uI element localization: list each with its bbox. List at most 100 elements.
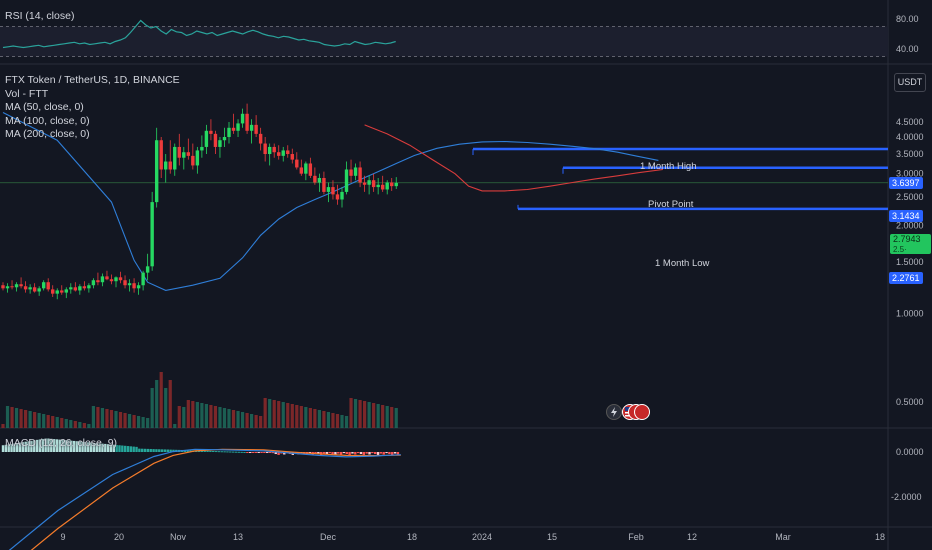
volume-bar: [376, 404, 380, 428]
macd-histogram-bar: [351, 452, 354, 454]
macd-histogram-bar: [123, 445, 127, 452]
macd-histogram-bar: [169, 449, 172, 452]
macd-histogram-bar: [266, 452, 269, 453]
macd-histogram-bar: [138, 448, 141, 452]
candle-body: [23, 286, 28, 290]
volume-legend[interactable]: Vol - FTT: [5, 87, 49, 100]
macd-histogram-bar: [135, 446, 138, 452]
volume-bar: [100, 408, 105, 428]
candle-body: [186, 152, 191, 156]
candle-body: [191, 155, 195, 166]
volume-bar: [19, 409, 23, 428]
macd-histogram-bar: [354, 452, 357, 455]
volume-bar: [91, 406, 95, 428]
macd-histogram-bar: [260, 452, 263, 453]
macd-histogram-bar: [30, 440, 33, 452]
macd-histogram-bar: [231, 451, 235, 453]
volume-bar: [286, 403, 290, 428]
volume-bar: [159, 372, 163, 428]
volume-bar: [186, 400, 190, 428]
volume-bar: [313, 409, 317, 428]
macd-histogram-bar: [106, 444, 110, 452]
macd-histogram-bar: [155, 449, 158, 452]
macd-histogram-bar: [7, 444, 10, 452]
volume-bar: [204, 404, 208, 428]
macd-histogram-bar: [391, 452, 394, 455]
macd-histogram-bar: [331, 452, 334, 455]
ma50-legend[interactable]: MA (50, close, 0): [5, 101, 84, 113]
candle-body: [272, 146, 276, 153]
volume-bar: [385, 406, 389, 428]
macd-histogram-bar: [322, 452, 326, 454]
macd-histogram-bar: [143, 448, 147, 452]
candle-body: [249, 124, 254, 131]
us-flag-event-icon-3[interactable]: [634, 404, 650, 420]
macd-histogram-bar: [240, 451, 243, 453]
volume-bar: [295, 405, 299, 428]
candle-body: [240, 113, 245, 124]
volume-bar: [64, 419, 68, 428]
candle-body: [164, 161, 168, 170]
volume-bar: [155, 380, 159, 428]
macd-histogram-bar: [189, 450, 192, 452]
candle-body: [150, 202, 154, 267]
macd-histogram-bar: [146, 448, 150, 452]
candle-body: [141, 272, 145, 286]
candle-body: [362, 182, 367, 185]
price-tick-5: 2.0000: [896, 220, 924, 230]
rsi-tick-80: 80.00: [896, 14, 919, 24]
volume-bar: [213, 406, 218, 428]
rsi-band: [0, 26, 888, 57]
candle-body: [145, 266, 150, 273]
volume-bar: [209, 405, 213, 428]
symbol-title[interactable]: FTX Token / TetherUS, 1D, BINANCE: [5, 74, 180, 86]
candle-body: [254, 124, 258, 134]
volume-bar: [5, 406, 10, 428]
ma100-legend[interactable]: MA (100, close, 0): [5, 114, 90, 127]
lightning-icon[interactable]: [606, 404, 622, 420]
volume-bar: [268, 399, 272, 428]
macd-histogram-bar: [75, 441, 79, 452]
candle-body: [304, 163, 308, 174]
time-tick-8: Feb: [628, 532, 644, 542]
time-tick-3: 13: [233, 532, 243, 542]
macd-histogram-bar: [385, 452, 388, 454]
macd-line: [8, 448, 401, 550]
candle-body: [173, 146, 177, 170]
candle-body: [10, 286, 14, 288]
candle-body: [41, 282, 46, 289]
macd-histogram-bar: [339, 452, 343, 455]
volume-bar: [218, 407, 222, 428]
ma200-legend[interactable]: MA (200, close, 0): [5, 128, 90, 140]
volume-bar: [105, 409, 109, 428]
candle-body: [82, 286, 87, 289]
macd-histogram-bar: [61, 439, 64, 452]
volume-bar: [24, 410, 28, 428]
volume-bar: [344, 416, 349, 428]
macd-histogram-bar: [38, 439, 42, 452]
volume-bar: [254, 415, 258, 428]
candle-body: [55, 290, 59, 294]
volume-bar: [250, 414, 254, 428]
macd-histogram-bar: [388, 452, 391, 455]
macd-histogram-bar: [251, 452, 255, 453]
candle-body: [64, 289, 68, 293]
macd-histogram-bar: [81, 441, 84, 452]
candle-body: [91, 280, 96, 286]
volume-bar: [191, 401, 195, 428]
candle-body: [263, 143, 267, 155]
macd-histogram-bar: [226, 451, 229, 453]
macd-histogram-bar: [263, 452, 266, 453]
macd-histogram-bar: [342, 452, 346, 454]
candle-body: [154, 140, 159, 203]
currency-button[interactable]: USDT: [894, 73, 926, 92]
price-tick-3: 3.0000: [896, 169, 924, 179]
rsi-tick-40: 40.00: [896, 44, 919, 54]
volume-bar: [123, 413, 127, 428]
macd-histogram-bar: [217, 451, 221, 453]
current-price-sub: 2.5·: [893, 245, 907, 254]
current-price-box: 2.7943 2.5·: [890, 234, 931, 254]
volume-bar: [277, 401, 281, 428]
